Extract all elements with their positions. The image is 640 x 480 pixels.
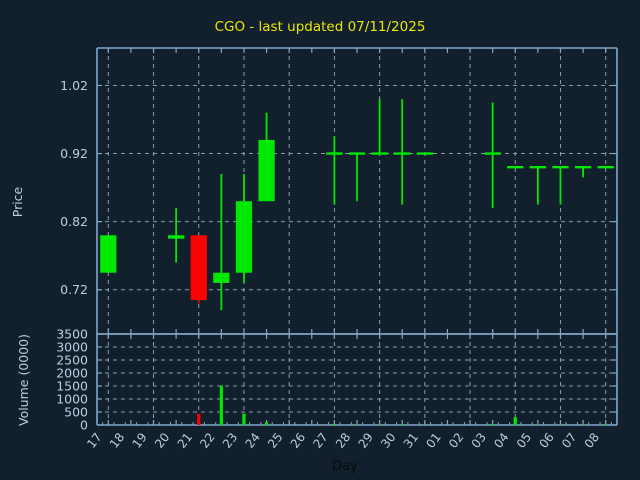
candle-22: [213, 173, 230, 311]
volume-bar-06: [558, 424, 563, 425]
volume-bar-30: [400, 424, 404, 425]
volume-bar-24: [264, 422, 269, 425]
candle-28: [348, 152, 366, 202]
volume-bar-28: [355, 424, 359, 425]
volume-tick-label: 1000: [56, 392, 88, 407]
volume-bar-08: [604, 424, 608, 425]
candle-body: [213, 272, 230, 283]
candle-21: [190, 235, 207, 304]
volume-bar-03: [491, 423, 495, 425]
volume-tick-label: 2000: [56, 366, 88, 381]
candle-03: [484, 102, 501, 209]
volume-bar-21: [197, 413, 201, 425]
price-tick-label: 0.72: [60, 282, 88, 297]
x-axis-label: Day: [332, 459, 358, 474]
candle-body: [235, 201, 253, 273]
chart-title: CGO - last updated 07/11/2025: [215, 19, 426, 35]
candle-30: [394, 99, 411, 205]
volume-bar-22: [219, 385, 223, 425]
candle-05: [529, 165, 547, 205]
volume-bar-05: [536, 424, 540, 425]
candle-29: [371, 99, 388, 155]
candle-20: [167, 208, 185, 263]
volume-tick-label: 1500: [56, 379, 88, 394]
volume-tick-label: 500: [64, 405, 88, 420]
candle-17: [100, 235, 117, 273]
candle-body: [190, 235, 207, 300]
candle-body: [258, 139, 275, 202]
volume-bar-23: [242, 413, 246, 425]
volume-bar-04: [513, 417, 517, 425]
price-tick-label: 0.82: [60, 214, 88, 229]
volume-tick-label: 3000: [56, 340, 88, 355]
candle-24: [258, 112, 275, 202]
volume-tick-label: 3500: [56, 327, 88, 342]
price-tick-label: 1.02: [60, 78, 88, 93]
volume-bar-07: [581, 424, 585, 425]
candle-body: [167, 235, 185, 239]
volume-bar-27: [332, 424, 336, 425]
candle-23: [235, 173, 253, 283]
candle-07: [574, 165, 592, 178]
volume-axis-label: Volume (0000): [16, 334, 31, 426]
volume-tick-label: 2500: [56, 353, 88, 368]
candle-27: [326, 136, 343, 205]
volume-bar-29: [378, 424, 382, 425]
candle-06: [552, 165, 569, 205]
volume-tick-label: 0: [80, 418, 88, 433]
price-tick-label: 0.92: [60, 146, 88, 161]
candle-body: [100, 235, 117, 273]
price-axis-label: Price: [10, 186, 25, 217]
